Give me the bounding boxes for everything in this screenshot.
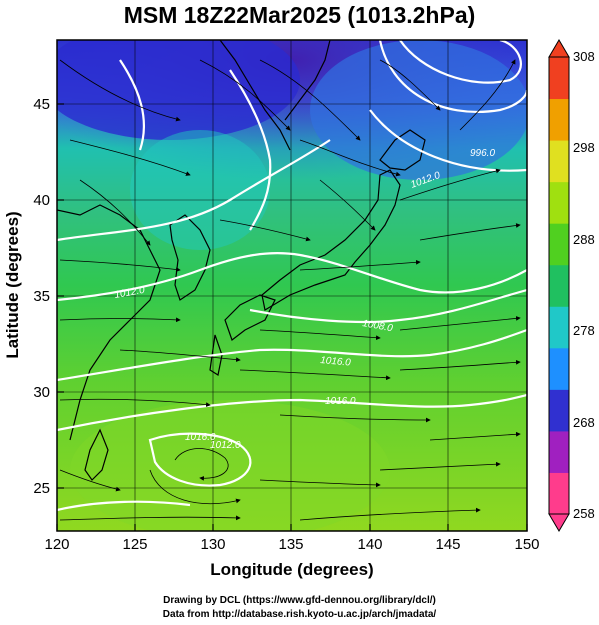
x-tick-label: 145: [435, 536, 460, 553]
colorbar-segment: [549, 98, 569, 141]
colorbar-tick-label: 258: [573, 506, 595, 521]
contour-label: 996.0: [470, 148, 495, 159]
plot-frame: [56, 39, 528, 532]
x-tick-label: 120: [44, 536, 69, 553]
x-tick-label: 125: [122, 536, 147, 553]
colorbar-segment: [549, 472, 569, 515]
contour-label: 1012.0: [114, 285, 146, 301]
isobars: [57, 40, 527, 512]
y-tick-label: 45: [33, 96, 50, 113]
x-tick-label: 140: [357, 536, 382, 553]
colorbar-tick-label: 308: [573, 49, 595, 64]
colorbar-segment: [549, 347, 569, 390]
colorbar-tick-label: 268: [573, 415, 595, 430]
colorbar-frame: [548, 56, 570, 515]
contour-label: 1008.0: [361, 318, 393, 334]
contour-label: 1016.0: [185, 432, 216, 443]
x-tick-label: 135: [278, 536, 303, 553]
colorbar: 308 298 288 278 268 258: [548, 39, 595, 532]
colorbar-segment: [549, 430, 569, 473]
y-axis-ticks: [57, 103, 64, 489]
contour-label: 1016.0: [325, 396, 356, 407]
coastlines: [57, 40, 426, 481]
colorbar-segment: [549, 306, 569, 349]
colorbar-segment: [549, 57, 569, 100]
y-tick-label: 30: [33, 384, 50, 401]
colorbar-segment: [549, 181, 569, 224]
lat-lon-grid: [57, 40, 527, 531]
y-tick-label: 35: [33, 288, 50, 305]
colorbar-bottom-arrow: [548, 513, 570, 532]
colorbar-segment: [549, 140, 569, 183]
contour-label: 1012.0: [210, 440, 241, 451]
x-axis-tick-labels: 120 125 130 135 140 145 150: [44, 536, 539, 553]
colorbar-tick-label: 288: [573, 232, 595, 247]
y-tick-label: 40: [33, 192, 50, 209]
colorbar-top-arrow: [548, 39, 570, 58]
y-axis-tick-labels: 25 30 35 40 45: [33, 96, 50, 497]
credit-drawing: Drawing by DCL (https://www.gfd-dennou.o…: [163, 595, 436, 606]
colorbar-segments: [549, 57, 569, 515]
temperature-field: [57, 40, 527, 531]
x-axis-title: Longitude (degrees): [210, 560, 373, 579]
colorbar-segment: [549, 223, 569, 266]
wind-streamlines: [59, 59, 521, 521]
x-tick-label: 150: [514, 536, 539, 553]
map-title: MSM 18Z22Mar2025 (1013.2hPa): [123, 2, 476, 28]
x-axis-ticks: [56, 524, 528, 531]
y-tick-label: 25: [33, 480, 50, 497]
colorbar-segment: [549, 389, 569, 432]
credit-data-source: Data from http://database.rish.kyoto-u.a…: [162, 609, 437, 620]
x-tick-label: 130: [200, 536, 225, 553]
contour-label: 1016.0: [320, 355, 352, 369]
y-axis-title: Latitude (degrees): [3, 211, 22, 358]
colorbar-segment: [549, 264, 569, 307]
colorbar-tick-label: 278: [573, 323, 595, 338]
colorbar-tick-labels: 308 298 288 278 268 258: [573, 49, 595, 521]
colorbar-tick-label: 298: [573, 140, 595, 155]
